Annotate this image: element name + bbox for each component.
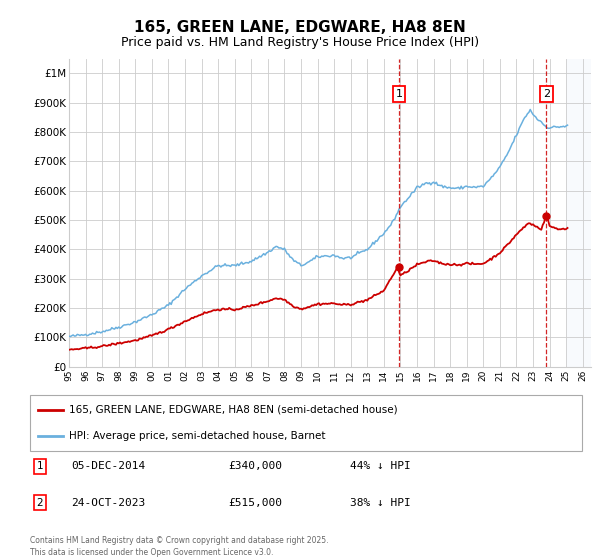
Text: £515,000: £515,000 (229, 498, 283, 507)
Bar (566, 59, 600, 367)
Text: 24-OCT-2023: 24-OCT-2023 (71, 498, 146, 507)
Text: 38% ↓ HPI: 38% ↓ HPI (350, 498, 411, 507)
Text: HPI: Average price, semi-detached house, Barnet: HPI: Average price, semi-detached house,… (68, 431, 325, 441)
Text: 165, GREEN LANE, EDGWARE, HA8 8EN (semi-detached house): 165, GREEN LANE, EDGWARE, HA8 8EN (semi-… (68, 405, 397, 415)
Text: 165, GREEN LANE, EDGWARE, HA8 8EN: 165, GREEN LANE, EDGWARE, HA8 8EN (134, 20, 466, 35)
Text: Contains HM Land Registry data © Crown copyright and database right 2025.
This d: Contains HM Land Registry data © Crown c… (30, 536, 329, 557)
Text: £340,000: £340,000 (229, 461, 283, 471)
Text: 1: 1 (395, 89, 403, 99)
Text: 2: 2 (37, 498, 43, 507)
Text: 44% ↓ HPI: 44% ↓ HPI (350, 461, 411, 471)
Text: 1: 1 (37, 461, 43, 471)
Bar (566, 59, 600, 367)
Text: Price paid vs. HM Land Registry's House Price Index (HPI): Price paid vs. HM Land Registry's House … (121, 36, 479, 49)
Text: 2: 2 (543, 89, 550, 99)
Text: 05-DEC-2014: 05-DEC-2014 (71, 461, 146, 471)
